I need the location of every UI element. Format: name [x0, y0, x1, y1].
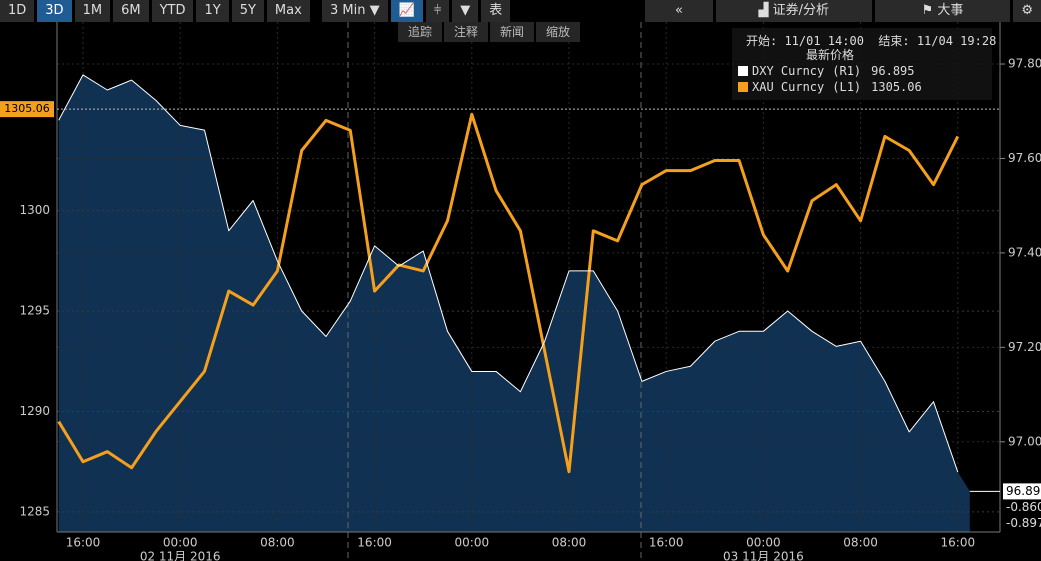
- last-flag: [1003, 483, 1041, 500]
- table-button[interactable]: 表: [481, 0, 511, 22]
- x-tick-label: 08:00: [552, 536, 587, 550]
- interval[interactable]: 3 Min ▼: [322, 0, 388, 22]
- y2-tick-label: 97.60: [1008, 151, 1041, 165]
- tool-button[interactable]: 缩放: [536, 22, 581, 42]
- x-tick-label: 16:00: [357, 536, 392, 550]
- legend-row: DXY Curncy (R1) 96.895: [738, 64, 915, 78]
- legend-axis: (L1): [832, 80, 862, 94]
- tool-button[interactable]: 新闻: [490, 22, 535, 42]
- legend-row: XAU Curncy (L1) 1305.06: [738, 80, 922, 94]
- y-tick-label: 1300: [19, 203, 50, 217]
- x-tick-label: 08:00: [843, 536, 878, 550]
- last-label: 1305.06: [4, 102, 50, 115]
- securities-label: 证券/分析: [772, 3, 829, 18]
- y-tick-label: 1295: [19, 304, 50, 318]
- y2-tick-label: 97.00: [1008, 434, 1041, 448]
- last-flag: [0, 101, 54, 118]
- change-label: -0.860: [1006, 500, 1041, 514]
- x-date-label: 03 11月 2016: [723, 550, 804, 561]
- x-tick-label: 08:00: [260, 536, 295, 550]
- securities-button[interactable]: ▟ 证券/分析: [715, 0, 872, 22]
- y2-tick-label: 97.40: [1008, 245, 1041, 259]
- x-date-label: 02 11月 2016: [140, 550, 221, 561]
- last-label: 96.895: [1006, 484, 1041, 498]
- range-bar: 1D 3D 1M 6M YTD 1Y 5Y Max: [0, 0, 310, 22]
- y-tick-label: 1285: [19, 504, 50, 518]
- range-button[interactable]: 5Y: [231, 0, 264, 22]
- legend-name: DXY Curncy: [752, 64, 825, 78]
- line-icon[interactable]: 📈: [390, 0, 423, 22]
- back-button[interactable]: «: [645, 0, 713, 22]
- events-button[interactable]: ⚑ 大事: [874, 0, 1011, 22]
- range-button[interactable]: 1Y: [196, 0, 229, 22]
- tool-bar: 追踪 注释 新闻 缩放: [398, 22, 581, 42]
- range-button[interactable]: Max: [266, 0, 310, 22]
- range-button[interactable]: 1D: [0, 0, 35, 22]
- bar-icon[interactable]: ⫩: [425, 0, 450, 22]
- x-tick-label: 16:00: [649, 536, 684, 550]
- x-tick-label: 16:00: [941, 536, 976, 550]
- legend-swatch: [738, 82, 748, 92]
- y-tick-label: 1290: [19, 404, 50, 418]
- series-line: [58, 74, 959, 473]
- interval-label: 3 Min: [330, 3, 366, 18]
- range-button[interactable]: 6M: [113, 0, 149, 22]
- y2-tick-label: 97.80: [1008, 57, 1041, 71]
- events-label: 大事: [937, 3, 964, 18]
- interval-bar: 3 Min ▼ 📈 ⫩ ▼ 表: [322, 0, 511, 22]
- x-tick-label: 00:00: [163, 536, 198, 550]
- legend-swatch: [738, 66, 748, 76]
- y2-tick-label: 97.20: [1008, 340, 1041, 354]
- legend-value: 96.895: [871, 64, 915, 78]
- dropdown[interactable]: ▼: [452, 0, 479, 22]
- legend-header: 最新价格: [806, 48, 855, 62]
- legend-axis: (R1): [832, 64, 862, 78]
- legend: 开始: 11/01 14:00 结束: 11/04 19:28 最新价格 DXY…: [732, 28, 996, 100]
- right-bar: « ▟ 证券/分析 ⚑ 大事 ⚙: [645, 0, 1041, 22]
- range-button[interactable]: 3D: [37, 0, 72, 22]
- area: [58, 74, 970, 532]
- legend-value: 1305.06: [871, 80, 922, 94]
- tool-button[interactable]: 追踪: [398, 22, 443, 42]
- legend-name: XAU Curncy: [752, 80, 825, 94]
- tool-button[interactable]: 注释: [444, 22, 489, 42]
- x-tick-label: 16:00: [66, 536, 101, 550]
- change-label: -0.897: [1006, 516, 1041, 530]
- range-button[interactable]: 1M: [74, 0, 111, 22]
- settings-button[interactable]: ⚙: [1013, 0, 1041, 22]
- range-button[interactable]: YTD: [151, 0, 194, 22]
- x-tick-label: 00:00: [455, 536, 490, 550]
- x-tick-label: 00:00: [746, 536, 781, 550]
- legend-period: 开始: 11/01 14:00 结束: 11/04 19:28: [746, 34, 997, 48]
- series-line: [57, 112, 960, 474]
